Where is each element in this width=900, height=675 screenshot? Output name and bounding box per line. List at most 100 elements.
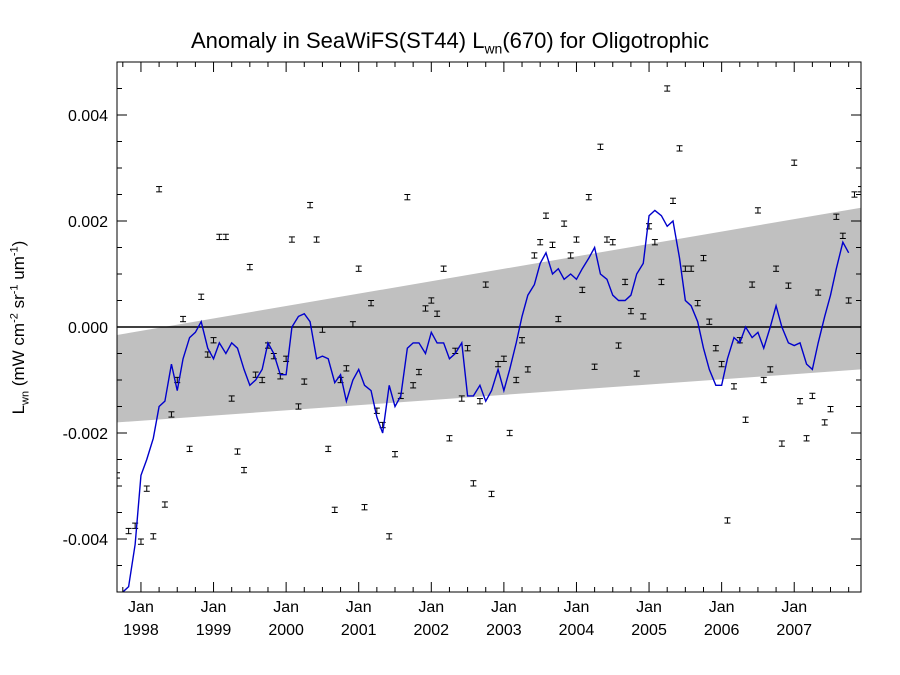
data-point <box>833 213 840 220</box>
x-tick-label-month: Jan <box>636 599 662 616</box>
x-tick-label-year: 2001 <box>341 622 377 639</box>
data-point <box>349 321 356 328</box>
anomaly-points <box>117 85 861 545</box>
data-point <box>700 254 707 262</box>
y-tick-label: 0.000 <box>68 320 108 337</box>
data-point <box>470 480 477 487</box>
data-point <box>343 365 350 372</box>
confidence-band <box>117 207 861 423</box>
data-point <box>216 233 223 241</box>
x-tick-label-year: 2002 <box>413 622 449 639</box>
data-point <box>694 300 701 307</box>
data-point <box>161 501 168 508</box>
data-point <box>246 263 253 271</box>
data-point <box>295 403 302 410</box>
data-point <box>513 376 520 384</box>
data-point <box>156 186 163 193</box>
data-point <box>125 527 132 535</box>
data-point <box>706 318 713 325</box>
x-tick-label-year: 1998 <box>123 622 159 639</box>
y-tick-label: -0.002 <box>63 426 108 443</box>
data-point <box>615 342 622 349</box>
data-point <box>579 286 586 294</box>
y-axis: -0.004 -0.002 0.000 0.002 0.004 <box>63 61 861 593</box>
data-point <box>573 236 580 243</box>
data-point <box>440 265 447 272</box>
data-point <box>198 293 205 300</box>
data-point <box>117 472 120 479</box>
data-point <box>392 451 399 458</box>
x-tick-label-year: 2007 <box>776 622 812 639</box>
data-point <box>542 212 549 219</box>
data-point <box>368 300 375 307</box>
data-point <box>561 220 568 227</box>
data-point <box>143 485 150 492</box>
x-tick-label-month: Jan <box>709 599 735 616</box>
x-tick-label-month: Jan <box>273 599 299 616</box>
data-point <box>531 252 538 259</box>
data-point <box>730 383 737 390</box>
data-point <box>495 360 502 368</box>
band-area <box>117 207 861 423</box>
data-point <box>404 194 411 201</box>
data-point <box>585 194 592 201</box>
data-point <box>712 345 719 352</box>
data-point <box>676 145 683 152</box>
data-point <box>815 289 822 296</box>
x-tick-label-year: 2004 <box>559 622 595 639</box>
data-point <box>415 368 422 376</box>
data-point <box>524 366 531 373</box>
data-point <box>555 315 562 323</box>
data-point <box>210 337 217 344</box>
data-point <box>651 239 658 246</box>
x-tick-label-month: Jan <box>781 599 807 616</box>
x-tick-label-month: Jan <box>564 599 590 616</box>
x-axis: Jan 1998 Jan 1999 Jan 2000 Jan 2001 Jan 2002 Jan 20… <box>122 62 850 639</box>
x-tick-label-year: 2000 <box>268 622 304 639</box>
data-point <box>428 297 435 304</box>
x-tick-label-month: Jan <box>128 599 154 616</box>
data-point <box>506 429 513 437</box>
data-point <box>549 241 556 248</box>
data-point <box>658 278 665 286</box>
data-point <box>858 186 861 193</box>
data-point <box>688 265 695 272</box>
data-point <box>228 395 235 402</box>
title-pre: Anomaly in SeaWiFS(ST44) L <box>191 28 485 53</box>
data-point <box>718 360 725 368</box>
data-point <box>821 419 828 426</box>
data-point <box>791 159 798 166</box>
data-point <box>500 355 507 362</box>
x-tick-label-year: 2005 <box>631 622 667 639</box>
data-point <box>797 398 804 405</box>
data-point <box>476 398 483 405</box>
data-point <box>464 345 471 352</box>
data-point <box>313 236 320 243</box>
data-point <box>839 232 846 239</box>
data-point <box>355 265 362 272</box>
data-point <box>137 538 144 545</box>
data-point <box>622 278 629 286</box>
running-mean-polyline <box>122 209 850 592</box>
data-point <box>827 406 834 413</box>
data-point <box>682 265 689 272</box>
data-point <box>633 370 640 377</box>
data-point <box>446 435 453 442</box>
data-point <box>778 440 785 447</box>
data-point <box>434 310 441 317</box>
x-tick-label-month: Jan <box>418 599 444 616</box>
data-point <box>754 207 761 214</box>
x-tick-label-year: 1999 <box>196 622 232 639</box>
data-point <box>331 506 338 513</box>
data-point <box>186 445 193 453</box>
data-point <box>325 445 332 453</box>
data-point <box>234 448 241 455</box>
data-point <box>567 252 574 259</box>
data-point <box>785 282 792 289</box>
data-point <box>609 239 616 246</box>
chart-title: Anomaly in SeaWiFS(ST44) Lwn(670) for Ol… <box>0 28 900 56</box>
data-point <box>410 382 417 389</box>
data-point <box>361 504 368 511</box>
data-point <box>591 363 598 370</box>
